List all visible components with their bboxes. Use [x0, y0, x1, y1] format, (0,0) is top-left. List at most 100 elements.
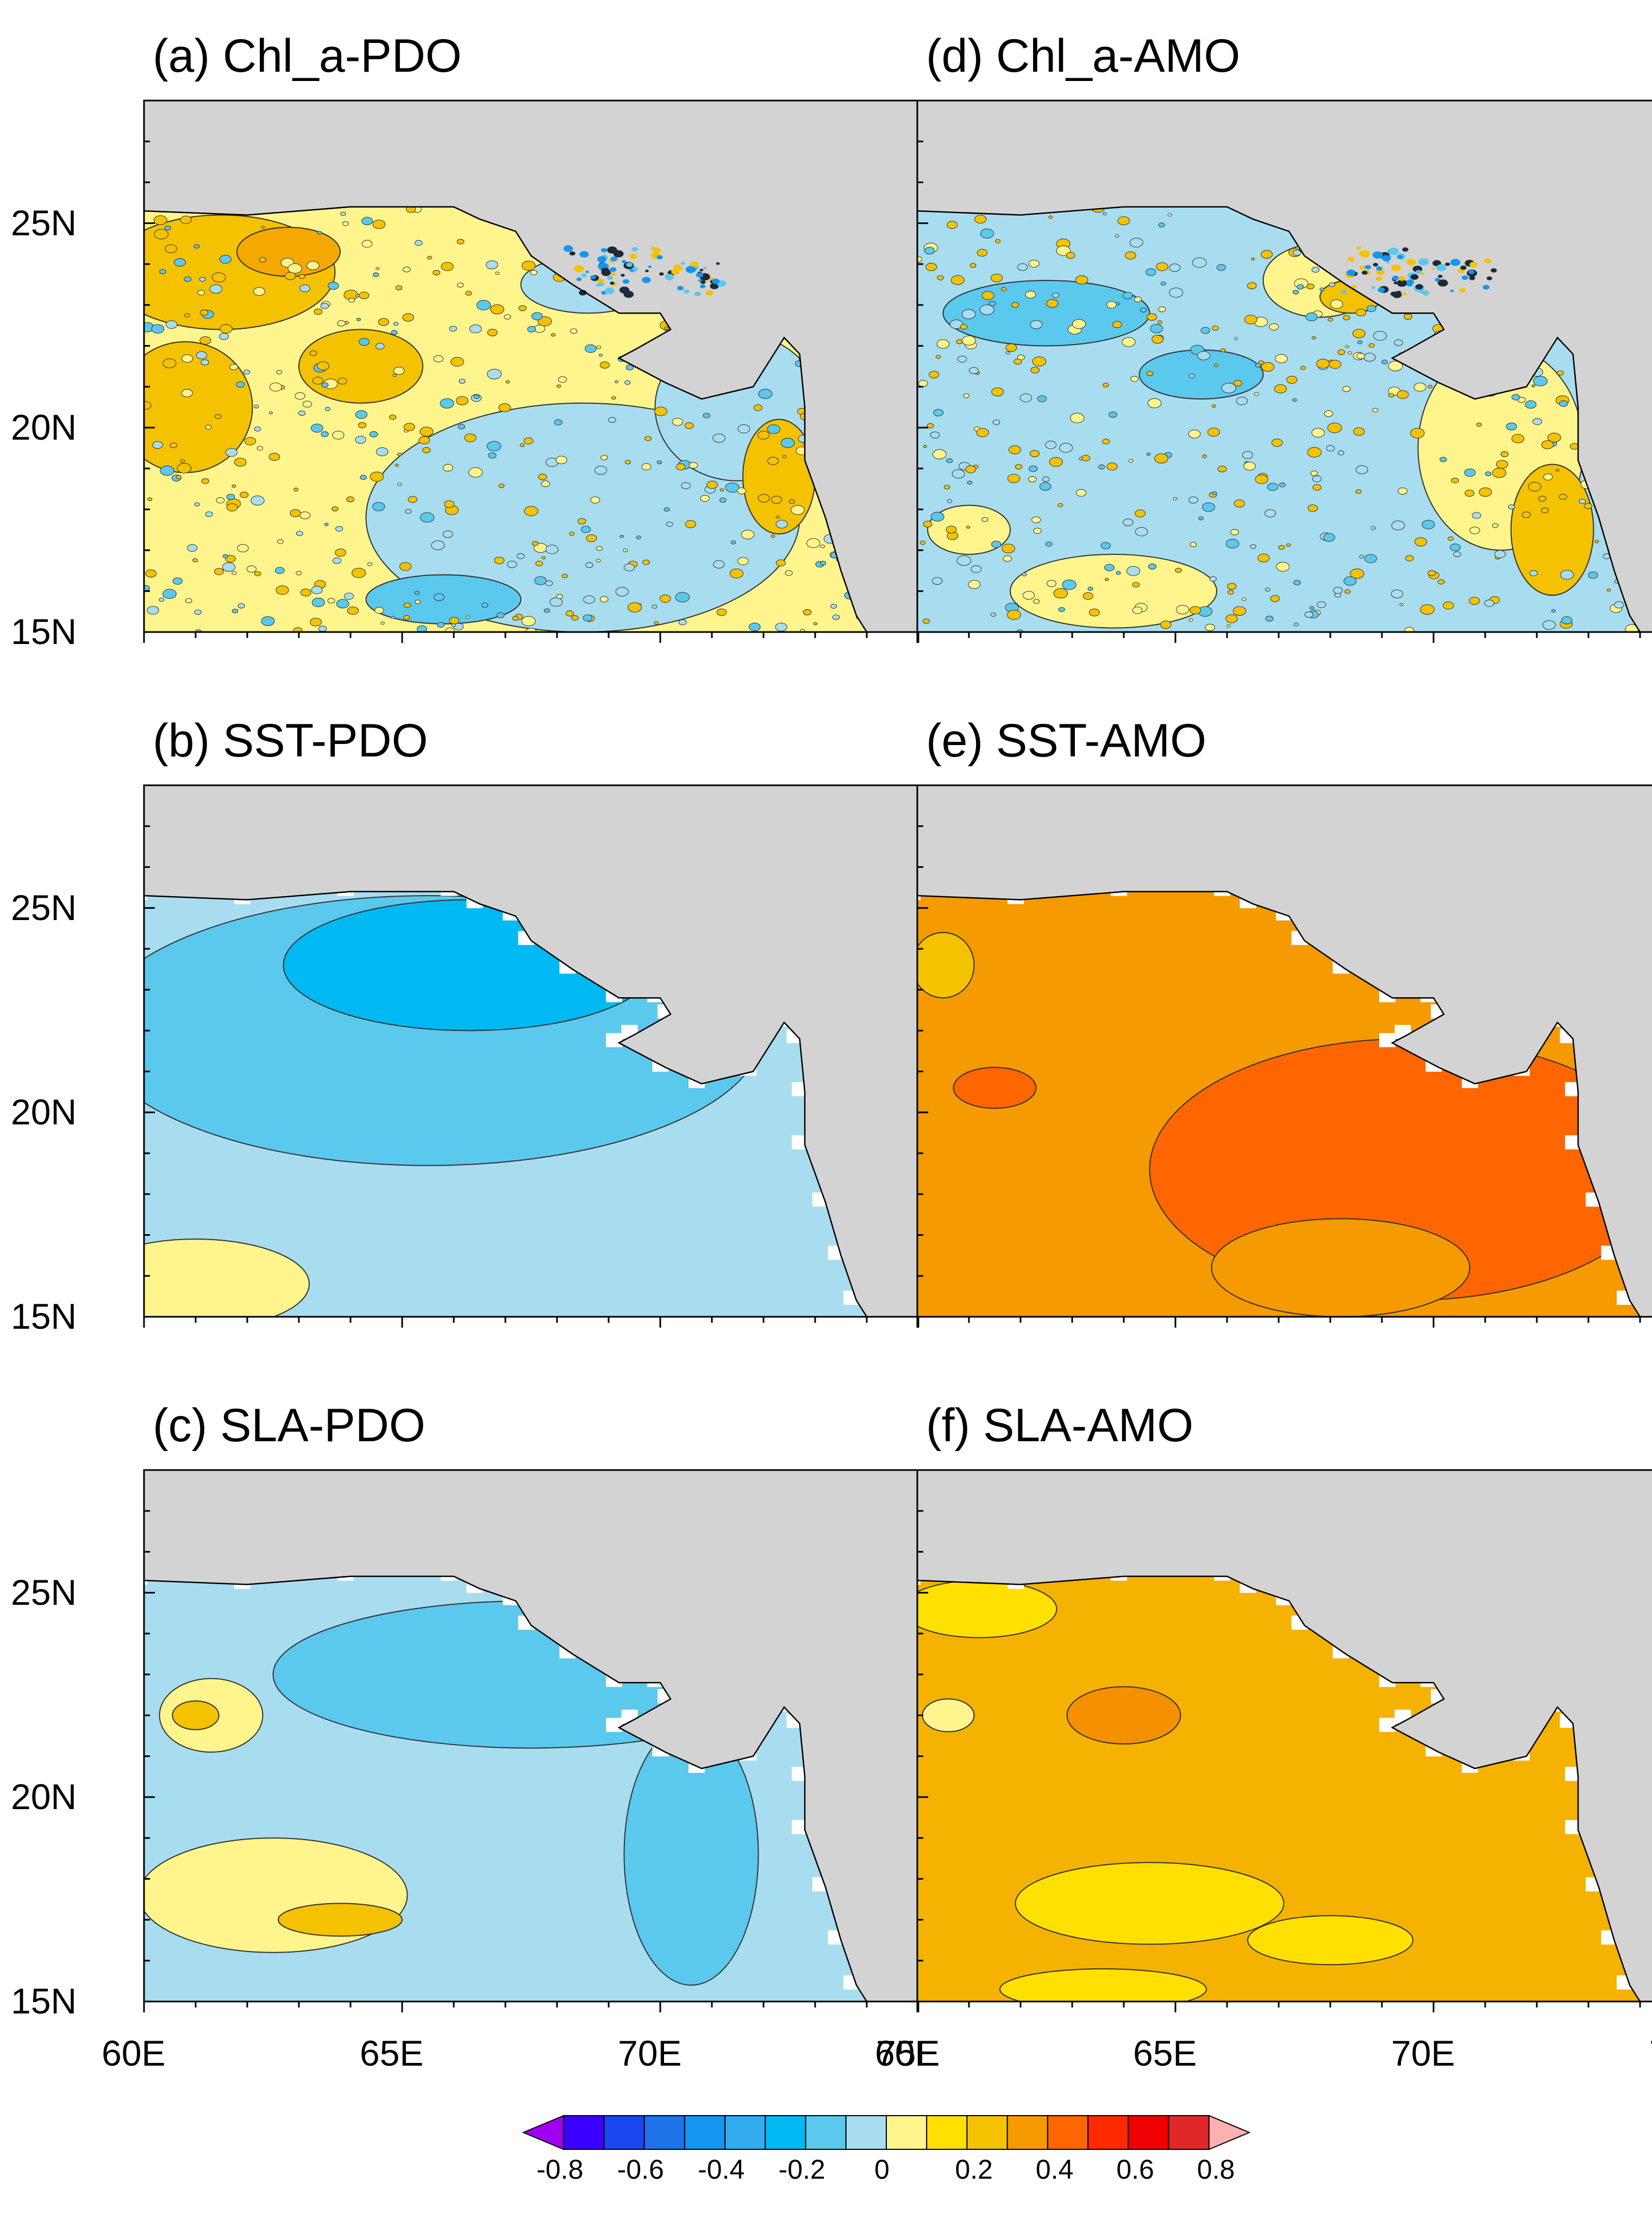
speckle-cell [1217, 465, 1227, 473]
speckle-cell [936, 339, 950, 349]
speckle-cell [487, 328, 498, 336]
speckle-cell [333, 557, 342, 564]
speckle-cell [1363, 353, 1376, 362]
speckle-cell [300, 589, 311, 597]
speckle-cell [237, 603, 245, 609]
speckle-cell [1450, 543, 1461, 552]
speckle-cell [1190, 542, 1197, 547]
speckle-cell [556, 384, 561, 388]
kutch-cell [699, 268, 704, 272]
kutch-cell [1402, 247, 1409, 252]
speckle-cell [1364, 554, 1377, 564]
speckle-cell [1584, 503, 1593, 509]
speckle-cell [1275, 354, 1288, 364]
kutch-cell [1391, 264, 1401, 272]
speckle-cell [1167, 213, 1172, 217]
speckle-cell [352, 567, 366, 578]
speckle-cell [153, 215, 167, 226]
speckle-cell [767, 456, 779, 465]
speckle-cell [160, 465, 174, 476]
speckle-cell [361, 240, 373, 248]
speckle-cell [1286, 543, 1291, 547]
kutch-cell [1361, 271, 1368, 275]
speckle-cell [1214, 364, 1218, 367]
speckle-cell [376, 447, 389, 456]
speckle-cell [403, 602, 411, 608]
speckle-cell [332, 430, 345, 440]
coastline [917, 891, 1641, 1317]
kutch-cell [683, 289, 690, 294]
coastal-mask-cell [441, 891, 457, 896]
speckle-cell [486, 441, 502, 452]
speckle-cell [485, 260, 498, 270]
speckle-cell [1001, 287, 1007, 291]
speckle-cell [1366, 305, 1376, 312]
panel-title: (f) SLA-AMO [926, 1399, 1194, 1452]
speckle-cell [991, 273, 1003, 283]
kutch-cell [1359, 250, 1370, 258]
speckle-cell [277, 539, 284, 544]
speckle-cell [1047, 580, 1056, 587]
speckle-cell [1594, 540, 1599, 543]
contour-patch [1010, 554, 1217, 629]
speckle-cell [1032, 356, 1047, 367]
lon-label: 75E [1649, 2035, 1652, 2071]
speckle-cell [1031, 516, 1041, 523]
speckle-cell [393, 366, 405, 375]
speckle-cell [748, 622, 761, 631]
speckle-cell [1347, 351, 1352, 355]
speckle-cell [583, 595, 595, 604]
speckle-cell [590, 496, 600, 504]
speckle-cell [534, 576, 547, 585]
speckle-cell [571, 615, 579, 621]
speckle-cell [923, 521, 933, 528]
speckle-cell [785, 570, 793, 576]
speckle-cell [1225, 539, 1240, 549]
lat-label: 25N [11, 1572, 77, 1612]
speckle-cell [1048, 215, 1053, 219]
speckle-cell [434, 593, 445, 601]
speckle-cell [1397, 390, 1409, 399]
speckle-cell [642, 559, 650, 565]
speckle-cell [1147, 313, 1157, 321]
kutch-cell [1482, 285, 1490, 290]
speckle-cell [1212, 491, 1217, 495]
panel-title: (d) Chl_a-AMO [926, 30, 1241, 82]
speckle-cell [466, 615, 470, 619]
speckle-cell [541, 556, 546, 560]
speckle-cell [990, 612, 997, 617]
lon-label: 60E [875, 2033, 939, 2073]
speckle-cell [1250, 544, 1256, 549]
speckle-cell [652, 604, 658, 609]
kutch-cell [677, 286, 684, 291]
kutch-cell [1381, 255, 1391, 261]
coastline [917, 1575, 1641, 2002]
lat-label: 20N [11, 406, 77, 447]
kutch-cell [610, 267, 617, 272]
map-panel-f [916, 1469, 1652, 2012]
speckle-cell [1328, 317, 1333, 322]
speckle-cell [355, 436, 366, 444]
colorbar-cell [805, 2115, 847, 2150]
speckle-cell [1135, 509, 1146, 517]
kutch-cell [1484, 258, 1492, 264]
speckle-cell [222, 562, 236, 572]
speckle-cell [992, 420, 1000, 425]
speckle-cell [342, 221, 349, 226]
speckle-cell [965, 465, 977, 473]
speckle-cell [767, 424, 780, 434]
speckle-cell [712, 433, 725, 443]
speckle-cell [433, 270, 441, 276]
speckle-cell [1413, 383, 1426, 392]
speckle-cell [1117, 216, 1130, 226]
speckle-cell [1255, 474, 1268, 484]
speckle-cell [1188, 496, 1198, 504]
speckle-cell [1070, 412, 1085, 423]
speckle-cell [1300, 366, 1306, 370]
speckle-cell [1353, 427, 1365, 436]
speckle-cell [457, 283, 464, 288]
speckle-cell [672, 418, 684, 426]
speckle-cell [418, 436, 430, 445]
speckle-cell [312, 377, 323, 385]
lat-label: 20N [11, 1091, 77, 1132]
